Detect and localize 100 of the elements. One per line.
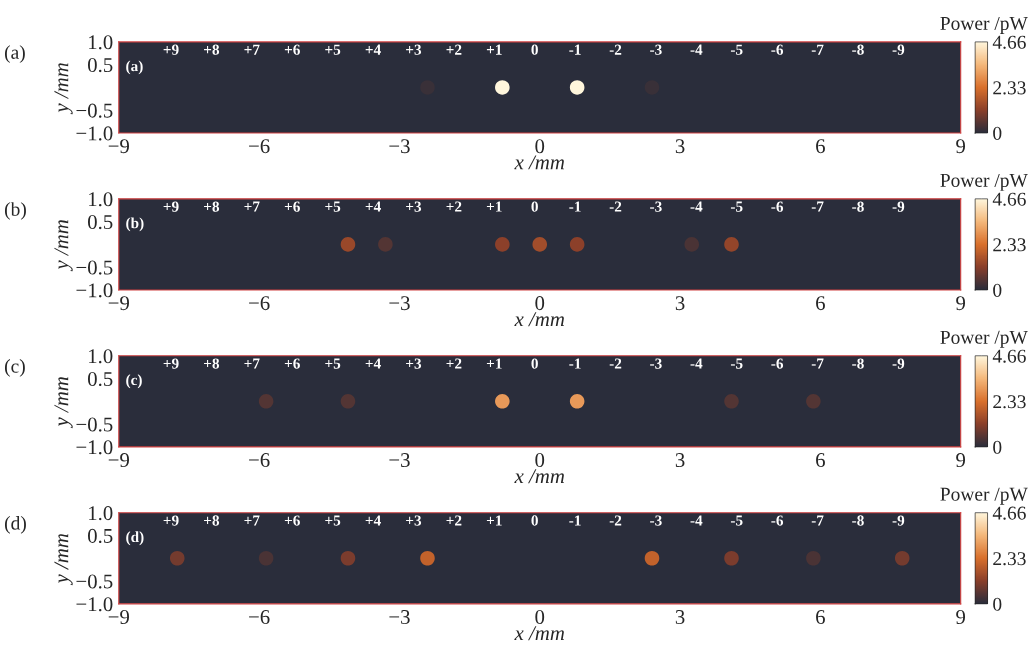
x-tick-label: −3	[389, 453, 410, 468]
x-tick-label: 6	[816, 296, 825, 311]
annotation: +7	[244, 44, 260, 55]
annotation: -1	[569, 358, 581, 369]
x-tick-label: 9	[956, 139, 966, 154]
annotation: -6	[771, 44, 784, 55]
color-bar-label: 4.66	[992, 349, 1026, 363]
annotation: +7	[244, 201, 260, 212]
annotation: +3	[406, 358, 422, 369]
chart-title: (a)	[4, 45, 25, 63]
annotation: +4	[365, 44, 381, 55]
annotation: -1	[569, 201, 581, 212]
x-tick-label: −3	[389, 610, 410, 625]
color-bar-label: 0	[993, 126, 1002, 140]
y-tick-label: −1.0	[76, 283, 113, 298]
annotation: +2	[446, 515, 462, 526]
annotation: +5	[325, 201, 341, 212]
annotation: -9	[892, 515, 905, 526]
color-bar-label: 0	[993, 283, 1002, 297]
x-tick-label: 0	[535, 296, 545, 311]
y-tick-label: −0.5	[76, 260, 113, 275]
annotation: +1	[486, 358, 502, 369]
x-tick-label: −3	[389, 296, 410, 311]
color-bar-label: 2.33	[993, 552, 1026, 566]
x-tick-label: 9	[956, 610, 966, 625]
annotation: -2	[609, 515, 622, 526]
color-bar-label: 4.66	[992, 35, 1026, 49]
annotation: +3	[406, 44, 422, 55]
color-bar-label: 2.33	[993, 238, 1026, 252]
annotation: -1	[569, 515, 581, 526]
annotation: -3	[650, 515, 662, 526]
x-tick-label: −9	[108, 610, 130, 625]
y-tick-label: 1.0	[89, 506, 113, 521]
annotation: +5	[325, 358, 341, 369]
x-tick-label: −6	[249, 296, 270, 311]
annotation: -9	[892, 44, 905, 55]
annotation: +1	[486, 201, 502, 212]
annotation: -5	[730, 515, 743, 526]
color-bar-label: 0	[993, 597, 1002, 611]
annotation: -5	[730, 44, 743, 55]
y-axis-title: y /mm	[54, 220, 73, 272]
annotation: -5	[730, 358, 743, 369]
annotation: +2	[446, 358, 462, 369]
x-tick-label: 9	[956, 296, 966, 311]
y-tick-label: −0.5	[76, 417, 113, 432]
x-axis-title: x /mm	[514, 312, 565, 327]
annotation: 0	[531, 515, 538, 526]
annotation: -9	[892, 358, 905, 369]
annotation: -8	[852, 515, 864, 526]
annotation: +3	[406, 515, 422, 526]
y-tick-label: 0.5	[87, 528, 113, 544]
color-bar-title: Power /pW	[940, 330, 1028, 348]
annotation: +1	[486, 515, 502, 526]
color-bar-title: Power /pW	[940, 16, 1028, 34]
color-bar-label: 4.66	[992, 192, 1026, 206]
y-tick-label: 1.0	[89, 192, 113, 207]
annotation: 0	[531, 358, 538, 369]
x-tick-label: −9	[108, 453, 130, 468]
x-tick-label: −9	[108, 296, 130, 311]
annotation: +3	[406, 201, 422, 212]
annotation: +6	[284, 44, 300, 55]
annotation: +9	[163, 44, 179, 55]
x-tick-label: 6	[816, 453, 825, 468]
chart-title: (d)	[4, 516, 26, 534]
color-bar-label: 0	[993, 440, 1002, 454]
annotation: +4	[365, 201, 381, 212]
color-bar-label: 2.33	[993, 81, 1026, 95]
annotation: -8	[852, 358, 864, 369]
x-tick-label: −3	[389, 139, 410, 154]
annotation: (b)	[126, 217, 144, 232]
annotation: (d)	[126, 531, 144, 546]
annotation: +8	[204, 515, 220, 526]
annotation: -2	[609, 201, 622, 212]
x-axis-title: x /mm	[514, 469, 565, 484]
x-tick-label: −6	[249, 453, 270, 468]
y-tick-label: −1.0	[76, 597, 113, 612]
annotation: -9	[892, 201, 905, 212]
annotation: -6	[771, 358, 784, 369]
x-tick-label: 3	[675, 453, 685, 468]
annotation: -3	[650, 44, 662, 55]
y-tick-label: 1.0	[89, 349, 113, 364]
annotation: -6	[771, 201, 784, 212]
annotation: -8	[852, 201, 864, 212]
annotation: -4	[690, 358, 703, 369]
annotation: -1	[569, 44, 581, 55]
x-tick-label: 0	[535, 453, 545, 468]
annotation: +7	[244, 515, 260, 526]
x-axis-title: x /mm	[514, 626, 565, 641]
annotation: 0	[531, 44, 538, 55]
y-tick-label: 0.5	[87, 371, 113, 387]
x-tick-label: −6	[249, 139, 270, 154]
annotation: +9	[163, 358, 179, 369]
chart-title: (c)	[4, 359, 25, 377]
annotation: +6	[284, 358, 300, 369]
annotation: +8	[204, 201, 220, 212]
annotation: (c)	[126, 374, 142, 389]
x-tick-label: 3	[675, 139, 685, 154]
x-axis-title: x /mm	[514, 155, 565, 170]
color-bar-label: 4.66	[992, 506, 1026, 520]
x-tick-label: 6	[816, 139, 825, 154]
